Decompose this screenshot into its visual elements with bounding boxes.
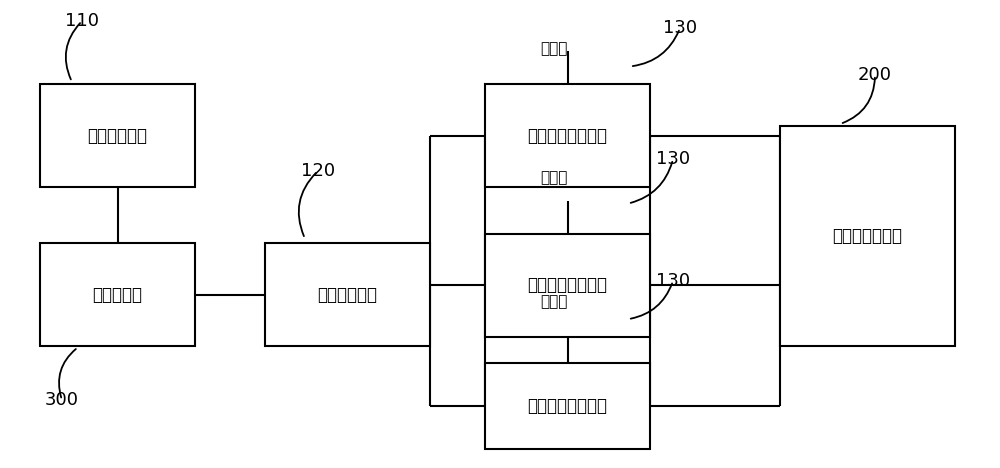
Text: 200: 200: [858, 66, 892, 84]
Bar: [485, 234, 650, 337]
Text: 输入端: 输入端: [540, 170, 568, 185]
Text: 120: 120: [301, 162, 335, 180]
Text: 130: 130: [663, 19, 697, 37]
Text: 场效应管驱动电路: 场效应管驱动电路: [528, 127, 608, 145]
Text: 电源检测电路: 电源检测电路: [88, 127, 148, 145]
Bar: [485, 363, 650, 449]
Text: 130: 130: [656, 272, 690, 290]
Text: 110: 110: [65, 12, 99, 30]
Bar: [40, 243, 195, 346]
Text: 130: 130: [656, 150, 690, 168]
Text: 控制信号电路: 控制信号电路: [318, 286, 378, 304]
Text: 场效应管驱动电路: 场效应管驱动电路: [528, 397, 608, 415]
Bar: [265, 243, 430, 346]
Text: 场效应管驱动电路: 场效应管驱动电路: [528, 277, 608, 294]
Text: 外部控制器: 外部控制器: [92, 286, 143, 304]
Text: 控制电路的电源: 控制电路的电源: [832, 227, 902, 245]
Bar: [780, 126, 955, 346]
Bar: [40, 84, 195, 187]
Text: 输入端: 输入端: [540, 42, 568, 57]
Text: 输入端: 输入端: [540, 294, 568, 309]
Text: 300: 300: [45, 391, 79, 409]
Bar: [485, 84, 650, 187]
